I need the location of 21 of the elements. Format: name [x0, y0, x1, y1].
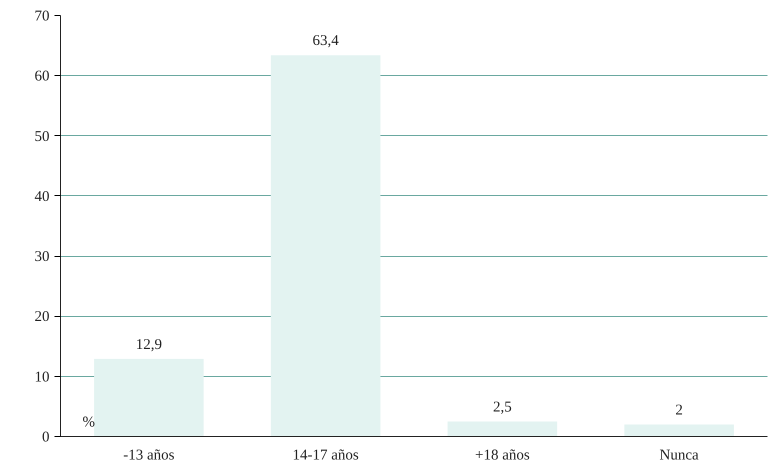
y-tick-label: 50	[34, 128, 50, 145]
bar	[94, 358, 204, 436]
bar	[270, 55, 380, 436]
bar	[624, 424, 734, 436]
y-axis-title: %	[82, 414, 95, 430]
y-tick-label: 70	[34, 8, 50, 24]
x-tick-label: 14-17 años	[292, 448, 359, 464]
bar	[448, 421, 558, 436]
y-tick-label: 20	[34, 309, 50, 326]
x-tick-label: Nunca	[660, 448, 700, 464]
y-tick-label: 60	[34, 68, 50, 85]
data-label: 12,9	[136, 336, 162, 353]
y-tick-label: 30	[34, 249, 50, 266]
data-label: 2	[675, 402, 683, 418]
y-tick-label: 0	[42, 430, 50, 446]
x-tick-label: -13 años	[123, 448, 175, 464]
x-tick-label: +18 años	[475, 448, 530, 464]
y-tick-label: 10	[34, 369, 50, 386]
y-tick-label: 40	[34, 188, 50, 205]
data-label: 2,5	[493, 399, 512, 416]
data-label: 63,4	[312, 33, 340, 50]
